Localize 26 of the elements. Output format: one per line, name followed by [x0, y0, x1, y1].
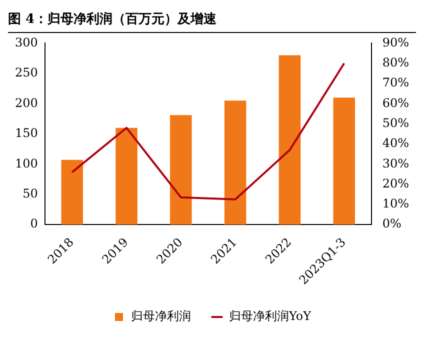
y2-tick-label: 60%	[382, 96, 409, 110]
legend-label: 归母净利润YoY	[228, 309, 312, 324]
y2-tick-label: 50%	[382, 116, 409, 130]
y-tick-label: 150	[15, 126, 38, 140]
bar	[116, 128, 138, 225]
chart-title: 图 4：归母净利润（百万元）及增速	[8, 8, 416, 33]
y-tick-label: 50	[22, 186, 38, 200]
y-tick-label: 250	[15, 66, 38, 80]
bar	[333, 98, 356, 225]
y-tick-label: 200	[15, 96, 38, 110]
legend-label: 归母净利润	[130, 309, 191, 324]
y2-tick-label: 80%	[382, 55, 409, 70]
y2-tick-label: 70%	[382, 76, 409, 90]
y-tick-label: 300	[15, 35, 38, 50]
bar	[278, 55, 301, 225]
y2-tick-label: 20%	[382, 176, 409, 190]
y2-tick-label: 0%	[382, 216, 402, 231]
y2-tick-label: 40%	[382, 136, 409, 150]
y2-tick-label: 10%	[382, 196, 409, 211]
y2-tick-label: 30%	[382, 156, 409, 170]
bar	[61, 160, 83, 225]
y-tick-label: 0	[30, 216, 38, 231]
y2-tick-label: 90%	[382, 35, 409, 50]
bar	[170, 115, 192, 225]
bar	[224, 100, 246, 225]
y-tick-label: 100	[15, 156, 38, 170]
